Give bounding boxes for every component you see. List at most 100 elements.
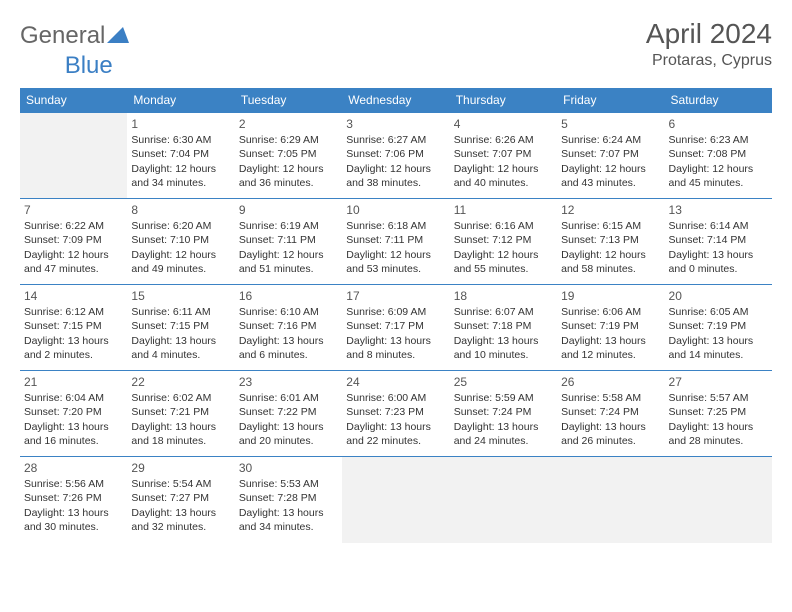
weekday-header: Sunday: [20, 88, 127, 113]
calendar-cell: 26Sunrise: 5:58 AMSunset: 7:24 PMDayligh…: [557, 371, 664, 457]
day-number: 11: [454, 202, 553, 218]
sunset-line: Sunset: 7:26 PM: [24, 491, 123, 505]
calendar-cell: 25Sunrise: 5:59 AMSunset: 7:24 PMDayligh…: [450, 371, 557, 457]
daylight-line: Daylight: 13 hours and 34 minutes.: [239, 506, 338, 534]
calendar-cell: 23Sunrise: 6:01 AMSunset: 7:22 PMDayligh…: [235, 371, 342, 457]
calendar-cell: 14Sunrise: 6:12 AMSunset: 7:15 PMDayligh…: [20, 285, 127, 371]
sunset-line: Sunset: 7:16 PM: [239, 319, 338, 333]
daylight-line: Daylight: 13 hours and 20 minutes.: [239, 420, 338, 448]
daylight-line: Daylight: 13 hours and 12 minutes.: [561, 334, 660, 362]
calendar-cell: 6Sunrise: 6:23 AMSunset: 7:08 PMDaylight…: [665, 113, 772, 199]
weekday-header: Monday: [127, 88, 234, 113]
sunrise-line: Sunrise: 5:58 AM: [561, 391, 660, 405]
daylight-line: Daylight: 12 hours and 53 minutes.: [346, 248, 445, 276]
calendar-cell: [557, 457, 664, 543]
calendar-cell: 8Sunrise: 6:20 AMSunset: 7:10 PMDaylight…: [127, 199, 234, 285]
daylight-line: Daylight: 12 hours and 34 minutes.: [131, 162, 230, 190]
sunrise-line: Sunrise: 5:59 AM: [454, 391, 553, 405]
day-number: 27: [669, 374, 768, 390]
weekday-header: Thursday: [450, 88, 557, 113]
sunrise-line: Sunrise: 6:14 AM: [669, 219, 768, 233]
daylight-line: Daylight: 13 hours and 18 minutes.: [131, 420, 230, 448]
day-number: 22: [131, 374, 230, 390]
sunrise-line: Sunrise: 5:54 AM: [131, 477, 230, 491]
sunrise-line: Sunrise: 6:04 AM: [24, 391, 123, 405]
sunset-line: Sunset: 7:25 PM: [669, 405, 768, 419]
daylight-line: Daylight: 13 hours and 4 minutes.: [131, 334, 230, 362]
day-number: 13: [669, 202, 768, 218]
day-number: 17: [346, 288, 445, 304]
sunrise-line: Sunrise: 6:09 AM: [346, 305, 445, 319]
sunrise-line: Sunrise: 6:30 AM: [131, 133, 230, 147]
calendar-cell: 12Sunrise: 6:15 AMSunset: 7:13 PMDayligh…: [557, 199, 664, 285]
calendar-table: Sunday Monday Tuesday Wednesday Thursday…: [20, 88, 772, 543]
calendar-cell: 3Sunrise: 6:27 AMSunset: 7:06 PMDaylight…: [342, 113, 449, 199]
day-number: 8: [131, 202, 230, 218]
daylight-line: Daylight: 13 hours and 14 minutes.: [669, 334, 768, 362]
daylight-line: Daylight: 13 hours and 26 minutes.: [561, 420, 660, 448]
daylight-line: Daylight: 13 hours and 30 minutes.: [24, 506, 123, 534]
sunrise-line: Sunrise: 6:27 AM: [346, 133, 445, 147]
sunrise-line: Sunrise: 6:00 AM: [346, 391, 445, 405]
calendar-cell: 13Sunrise: 6:14 AMSunset: 7:14 PMDayligh…: [665, 199, 772, 285]
calendar-cell: 9Sunrise: 6:19 AMSunset: 7:11 PMDaylight…: [235, 199, 342, 285]
sunset-line: Sunset: 7:10 PM: [131, 233, 230, 247]
logo-triangle-icon: [107, 22, 129, 50]
calendar-cell: 20Sunrise: 6:05 AMSunset: 7:19 PMDayligh…: [665, 285, 772, 371]
weekday-header-row: Sunday Monday Tuesday Wednesday Thursday…: [20, 88, 772, 113]
day-number: 24: [346, 374, 445, 390]
sunrise-line: Sunrise: 6:15 AM: [561, 219, 660, 233]
day-number: 29: [131, 460, 230, 476]
sunset-line: Sunset: 7:08 PM: [669, 147, 768, 161]
day-number: 30: [239, 460, 338, 476]
day-number: 6: [669, 116, 768, 132]
sunrise-line: Sunrise: 6:02 AM: [131, 391, 230, 405]
day-number: 21: [24, 374, 123, 390]
calendar-cell: 5Sunrise: 6:24 AMSunset: 7:07 PMDaylight…: [557, 113, 664, 199]
sunrise-line: Sunrise: 5:57 AM: [669, 391, 768, 405]
calendar-cell: 2Sunrise: 6:29 AMSunset: 7:05 PMDaylight…: [235, 113, 342, 199]
day-number: 2: [239, 116, 338, 132]
calendar-cell: 24Sunrise: 6:00 AMSunset: 7:23 PMDayligh…: [342, 371, 449, 457]
calendar-cell: 15Sunrise: 6:11 AMSunset: 7:15 PMDayligh…: [127, 285, 234, 371]
sunset-line: Sunset: 7:12 PM: [454, 233, 553, 247]
weekday-header: Friday: [557, 88, 664, 113]
day-number: 1: [131, 116, 230, 132]
calendar-cell: 22Sunrise: 6:02 AMSunset: 7:21 PMDayligh…: [127, 371, 234, 457]
day-number: 15: [131, 288, 230, 304]
calendar-row: 28Sunrise: 5:56 AMSunset: 7:26 PMDayligh…: [20, 457, 772, 543]
weekday-header: Wednesday: [342, 88, 449, 113]
daylight-line: Daylight: 12 hours and 55 minutes.: [454, 248, 553, 276]
sunrise-line: Sunrise: 6:06 AM: [561, 305, 660, 319]
daylight-line: Daylight: 13 hours and 16 minutes.: [24, 420, 123, 448]
calendar-row: 21Sunrise: 6:04 AMSunset: 7:20 PMDayligh…: [20, 371, 772, 457]
daylight-line: Daylight: 12 hours and 47 minutes.: [24, 248, 123, 276]
calendar-cell: 4Sunrise: 6:26 AMSunset: 7:07 PMDaylight…: [450, 113, 557, 199]
day-number: 19: [561, 288, 660, 304]
daylight-line: Daylight: 13 hours and 8 minutes.: [346, 334, 445, 362]
sunset-line: Sunset: 7:07 PM: [454, 147, 553, 161]
day-number: 26: [561, 374, 660, 390]
daylight-line: Daylight: 13 hours and 6 minutes.: [239, 334, 338, 362]
logo-text-2: Blue: [65, 52, 113, 80]
daylight-line: Daylight: 12 hours and 49 minutes.: [131, 248, 230, 276]
day-number: 14: [24, 288, 123, 304]
calendar-cell: [20, 113, 127, 199]
day-number: 10: [346, 202, 445, 218]
sunrise-line: Sunrise: 6:16 AM: [454, 219, 553, 233]
calendar-cell: 30Sunrise: 5:53 AMSunset: 7:28 PMDayligh…: [235, 457, 342, 543]
calendar-cell: 21Sunrise: 6:04 AMSunset: 7:20 PMDayligh…: [20, 371, 127, 457]
calendar-cell: 28Sunrise: 5:56 AMSunset: 7:26 PMDayligh…: [20, 457, 127, 543]
daylight-line: Daylight: 13 hours and 28 minutes.: [669, 420, 768, 448]
page-title: April 2024: [646, 18, 772, 50]
calendar-cell: [342, 457, 449, 543]
sunset-line: Sunset: 7:19 PM: [669, 319, 768, 333]
day-number: 9: [239, 202, 338, 218]
calendar-cell: 10Sunrise: 6:18 AMSunset: 7:11 PMDayligh…: [342, 199, 449, 285]
sunrise-line: Sunrise: 6:05 AM: [669, 305, 768, 319]
calendar-cell: 19Sunrise: 6:06 AMSunset: 7:19 PMDayligh…: [557, 285, 664, 371]
weekday-header: Saturday: [665, 88, 772, 113]
calendar-cell: 29Sunrise: 5:54 AMSunset: 7:27 PMDayligh…: [127, 457, 234, 543]
sunrise-line: Sunrise: 6:18 AM: [346, 219, 445, 233]
day-number: 5: [561, 116, 660, 132]
